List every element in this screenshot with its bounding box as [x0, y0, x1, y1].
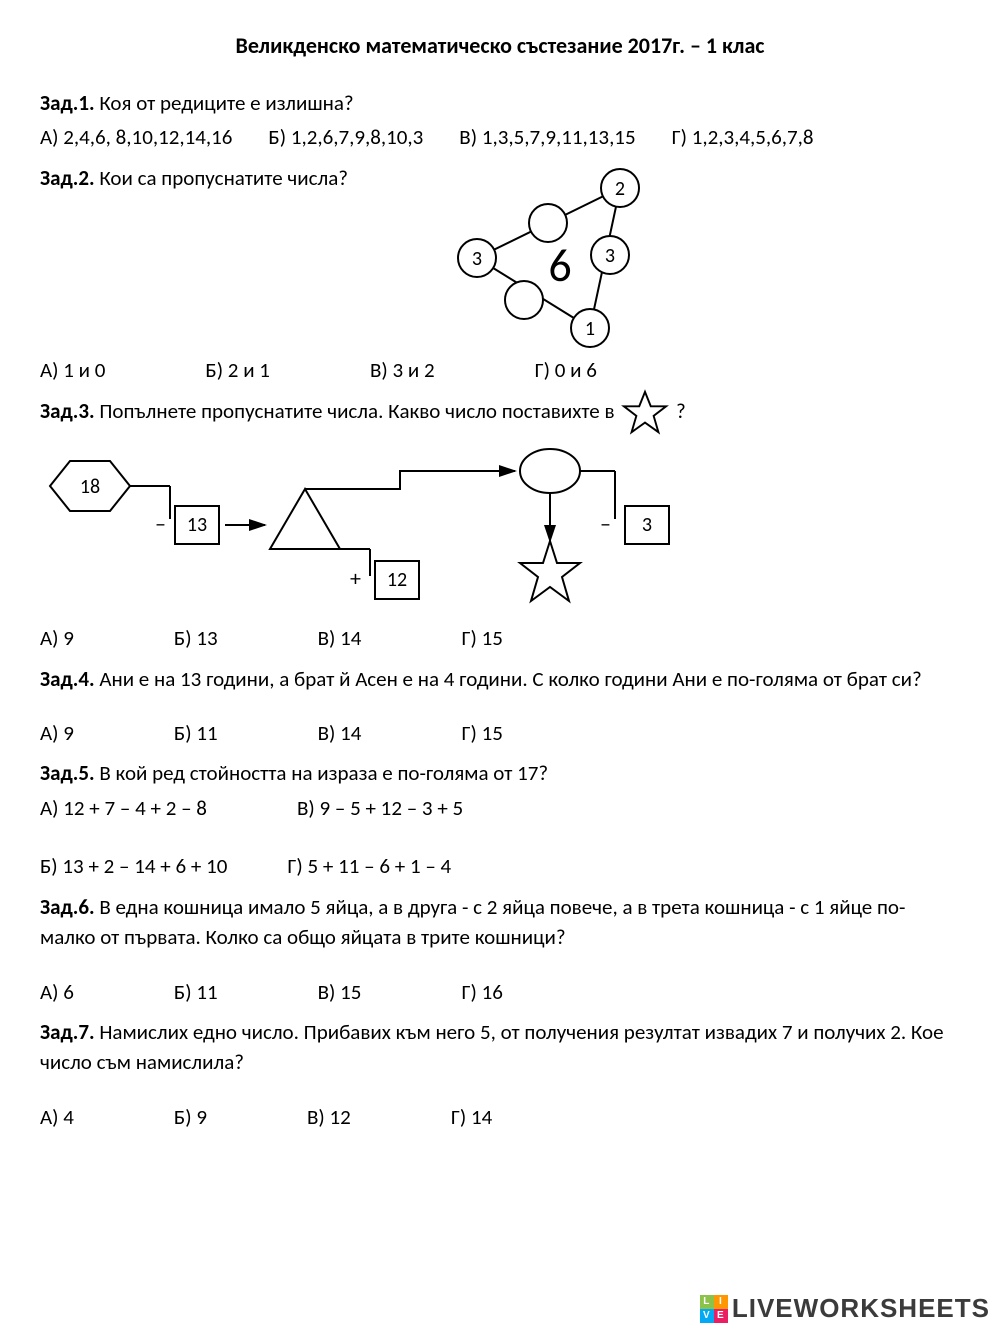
q1-text: Коя от редиците е излишна?: [99, 90, 353, 116]
q7: Зад.7. Намислих едно число. Прибавих към…: [40, 1017, 960, 1078]
q1-label: Зад.1.: [40, 90, 95, 116]
q7-opt-b[interactable]: Б) 9: [174, 1102, 207, 1132]
svg-text:–: –: [600, 510, 611, 537]
q3-opt-b[interactable]: Б) 13: [174, 623, 218, 653]
q3-qmark: ?: [676, 398, 686, 424]
q4-opt-v[interactable]: В) 14: [318, 718, 362, 748]
svg-text:3: 3: [472, 247, 482, 271]
q5-row1: А) 12 + 7 – 4 + 2 – 8 В) 9 – 5 + 12 – 3 …: [40, 793, 960, 823]
q2-opt-g[interactable]: Г) 0 и 6: [535, 355, 597, 385]
q5-label: Зад.5.: [40, 760, 95, 786]
q6-opt-v[interactable]: В) 15: [318, 977, 362, 1007]
q3-opt-v[interactable]: В) 14: [318, 623, 362, 653]
q3-opt-g[interactable]: Г) 15: [461, 623, 502, 653]
q6-opt-b[interactable]: Б) 11: [174, 977, 218, 1007]
q2-opt-a[interactable]: А) 1 и 0: [40, 355, 105, 385]
q3: Зад.3. Попълнете пропуснатите числа. Как…: [40, 396, 960, 427]
q7-opt-a[interactable]: А) 4: [40, 1102, 74, 1132]
q2-opt-v[interactable]: В) 3 и 2: [370, 355, 435, 385]
q1-opt-a[interactable]: А) 2,4,6, 8,10,12,14,16: [40, 122, 232, 152]
svg-text:13: 13: [187, 513, 207, 537]
q1-opt-g[interactable]: Г) 1,2,3,4,5,6,7,8: [672, 122, 814, 152]
q5-text: В кой ред стойността на израза е по-голя…: [99, 760, 548, 786]
q2: Зад.2. Кои са пропуснатите числа?: [40, 163, 420, 193]
q6-options: А) 6 Б) 11 В) 15 Г) 16: [40, 977, 960, 1007]
q3-options: А) 9 Б) 13 В) 14 Г) 15: [40, 623, 960, 653]
svg-text:12: 12: [387, 568, 407, 592]
liveworksheets-icon: LIVE: [700, 1295, 728, 1323]
svg-text:1: 1: [585, 317, 595, 341]
q1-opt-b[interactable]: Б) 1,2,6,7,9,8,10,3: [268, 122, 423, 152]
svg-text:+: +: [350, 565, 361, 592]
svg-text:3: 3: [642, 513, 652, 537]
q5-opt-a[interactable]: А) 12 + 7 – 4 + 2 – 8: [40, 793, 207, 823]
watermark-text: LIVEWORKSHEETS: [732, 1293, 990, 1324]
svg-text:6: 6: [548, 238, 571, 294]
q2-label: Зад.2.: [40, 165, 95, 191]
q4-options: А) 9 Б) 11 В) 14 Г) 15: [40, 718, 960, 748]
q2-text: Кои са пропуснатите числа?: [99, 165, 348, 191]
q1-opt-v[interactable]: В) 1,3,5,7,9,11,13,15: [459, 122, 635, 152]
q4-opt-g[interactable]: Г) 15: [461, 718, 502, 748]
q2-diagram: 6 2 3 3 1: [420, 163, 700, 351]
q7-options: А) 4 Б) 9 В) 12 Г) 14: [40, 1102, 960, 1132]
q1-options: А) 2,4,6, 8,10,12,14,16 Б) 1,2,6,7,9,8,1…: [40, 122, 960, 152]
q3-label: Зад.3.: [40, 398, 95, 424]
q2-opt-b[interactable]: Б) 2 и 1: [205, 355, 270, 385]
q7-text: Намислих едно число. Прибавих към него 5…: [40, 1019, 944, 1075]
q3-opt-a[interactable]: А) 9: [40, 623, 74, 653]
svg-text:18: 18: [80, 475, 100, 499]
q4-opt-a[interactable]: А) 9: [40, 718, 74, 748]
q5-opt-v[interactable]: В) 9 – 5 + 12 – 3 + 5: [297, 793, 463, 823]
q5-opt-b[interactable]: Б) 13 + 2 – 14 + 6 + 10: [40, 851, 227, 881]
page-title: Великденско математическо състезание 201…: [40, 30, 960, 62]
watermark: LIVE LIVEWORKSHEETS: [700, 1293, 990, 1324]
q4-opt-b[interactable]: Б) 11: [174, 718, 218, 748]
q7-opt-v[interactable]: В) 12: [307, 1102, 351, 1132]
q3-text: Попълнете пропуснатите числа. Какво числ…: [99, 398, 614, 424]
q5: Зад.5. В кой ред стойността на израза е …: [40, 758, 960, 788]
worksheet-page: Великденско математическо състезание 201…: [0, 0, 1000, 1192]
q6-opt-a[interactable]: А) 6: [40, 977, 74, 1007]
q3-diagram: 18 – 13 + 12: [40, 431, 960, 619]
q4: Зад.4. Ани е на 13 години, а брат й Асен…: [40, 664, 960, 694]
svg-text:3: 3: [605, 244, 615, 268]
svg-text:–: –: [155, 510, 166, 537]
q4-text: Ани е на 13 години, а брат й Асен е на 4…: [99, 666, 921, 692]
q6: Зад.6. В една кошница имало 5 яйца, а в …: [40, 892, 960, 953]
svg-text:2: 2: [615, 177, 625, 201]
q1: Зад.1. Коя от редиците е излишна?: [40, 88, 960, 118]
q6-text: В една кошница имало 5 яйца, а в друга -…: [40, 894, 905, 950]
q6-opt-g[interactable]: Г) 16: [461, 977, 502, 1007]
q6-label: Зад.6.: [40, 894, 95, 920]
star-icon: [621, 389, 669, 437]
q4-label: Зад.4.: [40, 666, 95, 692]
q7-label: Зад.7.: [40, 1019, 95, 1045]
q5-opt-g[interactable]: Г) 5 + 11 – 6 + 1 – 4: [287, 851, 451, 881]
q7-opt-g[interactable]: Г) 14: [451, 1102, 492, 1132]
q2-options: А) 1 и 0 Б) 2 и 1 В) 3 и 2 Г) 0 и 6: [40, 355, 960, 385]
q5-row2: Б) 13 + 2 – 14 + 6 + 10 Г) 5 + 11 – 6 + …: [40, 851, 960, 881]
